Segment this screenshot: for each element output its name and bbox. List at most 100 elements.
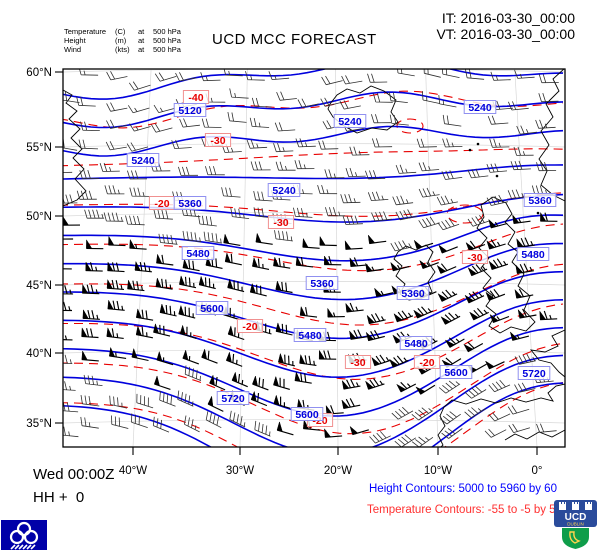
wind-barb — [153, 104, 176, 113]
wind-barb — [221, 187, 241, 198]
barb-staff — [63, 402, 79, 413]
barb-staff — [151, 123, 173, 133]
barb-staff — [486, 163, 508, 173]
barb-staff — [274, 122, 296, 132]
pennant-icon — [55, 260, 60, 269]
meridian-line — [132, 69, 152, 447]
barb-staff — [342, 215, 363, 225]
wind-barb — [514, 382, 536, 393]
wind-barb — [484, 428, 507, 438]
wind-barb — [394, 434, 417, 447]
wind-barb — [276, 91, 297, 101]
temperature-label-box — [204, 133, 232, 147]
wind-barb — [484, 360, 505, 370]
barb-staff — [229, 410, 246, 428]
barb-staff — [109, 395, 128, 409]
wind-barb — [438, 380, 461, 394]
lon-tick-label: 40°W — [119, 465, 147, 477]
barb-staff — [346, 302, 364, 313]
wind-barb — [106, 327, 124, 339]
wind-barb — [516, 237, 535, 248]
wind-barb — [349, 146, 370, 156]
temperature-label: -40 — [182, 90, 210, 104]
wind-barb — [327, 307, 345, 318]
castle-towers-icon — [559, 502, 592, 510]
wind-barb — [441, 69, 460, 78]
barb-staff — [129, 187, 150, 197]
wind-barb — [325, 207, 345, 217]
legend-row: Temperature (C) at 500 hPa — [64, 27, 184, 36]
barb-staff — [106, 328, 124, 339]
barb-staff — [136, 309, 154, 321]
wind-barb — [223, 69, 243, 77]
legend-cell: 500 hPa — [153, 27, 181, 36]
height-label-box — [216, 391, 250, 405]
wind-barb — [349, 257, 368, 267]
temperature-label: -20 — [413, 355, 441, 369]
barb-staff — [80, 416, 99, 429]
wind-barb — [437, 289, 458, 302]
wind-barb — [294, 160, 315, 170]
barb-staff — [225, 253, 242, 266]
wind-barb — [224, 252, 242, 266]
height-label-text: 5240 — [468, 102, 492, 114]
height-label-text: 5720 — [522, 368, 546, 380]
barb-staff — [198, 277, 216, 290]
meridian-line — [335, 69, 339, 447]
height-label: 5120 — [173, 103, 207, 117]
wind-barb — [371, 114, 392, 124]
barb-staff — [512, 334, 530, 341]
wind-barb — [106, 119, 128, 129]
pennant-icon — [255, 232, 262, 243]
wind-barb — [488, 218, 508, 229]
wind-barb — [81, 350, 99, 362]
wind-barb — [416, 138, 437, 148]
barb-staff — [488, 412, 511, 422]
wind-barb — [512, 214, 531, 224]
wind-barb — [507, 189, 529, 199]
wind-barb — [342, 215, 363, 225]
height-label-box — [290, 407, 324, 421]
temperature-label-box — [267, 215, 295, 229]
meridian-line — [425, 69, 439, 447]
wind-barb — [229, 88, 249, 99]
wind-barb — [539, 310, 558, 321]
barb-staff — [156, 357, 174, 366]
wind-barb — [203, 231, 223, 244]
coastline — [437, 383, 565, 447]
wind-barb — [324, 169, 345, 179]
wind-barb — [438, 95, 457, 108]
barb-staff — [182, 260, 200, 272]
wind-barb — [373, 93, 393, 103]
wind-barb — [231, 371, 248, 388]
barb-staff — [178, 306, 196, 319]
barb-staff — [418, 187, 440, 198]
barb-staff — [471, 264, 488, 277]
wind-barb — [391, 406, 414, 420]
wind-barb — [442, 138, 463, 148]
barb-staff — [106, 119, 128, 129]
pennant-icon — [156, 253, 163, 264]
height-label-box — [173, 103, 207, 117]
barb-staff — [245, 71, 265, 81]
wind-barb — [514, 69, 535, 79]
wind-barb — [79, 169, 100, 180]
barb-staff — [226, 353, 243, 367]
wind-barb — [321, 75, 343, 86]
legend-cell: 500 hPa — [153, 45, 181, 54]
wind-barb — [129, 238, 147, 250]
pennant-icon — [319, 235, 326, 246]
wind-barb — [82, 283, 100, 295]
barb-staff — [99, 162, 120, 172]
pennant-icon — [136, 308, 143, 319]
wind-barb — [131, 413, 148, 428]
barb-staff — [318, 140, 339, 150]
barb-staff — [371, 211, 392, 222]
wind-barb — [536, 423, 557, 433]
barb-staff — [293, 207, 313, 218]
barb-staff — [254, 420, 271, 437]
barb-staff — [302, 246, 320, 249]
barb-staff — [177, 390, 194, 407]
barb-staff — [252, 258, 270, 270]
barb-staff — [516, 125, 538, 135]
